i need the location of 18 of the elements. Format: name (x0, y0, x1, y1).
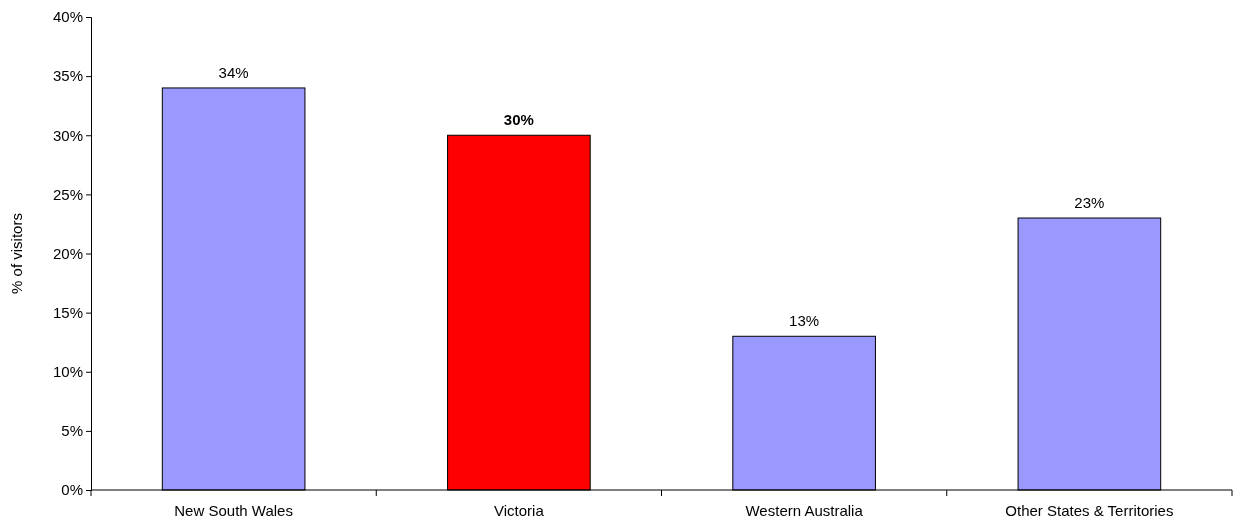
data-label: 13% (789, 312, 820, 330)
y-tick-label: 0% (61, 481, 83, 499)
y-tick-label: 20% (52, 244, 83, 262)
data-label: 34% (218, 63, 249, 81)
x-tick-label: Western Australia (745, 502, 864, 519)
y-tick-label: 25% (52, 185, 83, 203)
x-tick-label: Victoria (494, 502, 545, 519)
y-tick-label: 40% (52, 8, 83, 26)
y-tick-label: 5% (61, 422, 83, 440)
x-tick-label: New South Wales (174, 502, 293, 519)
y-tick-label: 30% (52, 126, 83, 144)
y-tick-label: 35% (52, 67, 83, 85)
x-tick-label: Other States & Territories (1005, 502, 1174, 519)
y-axis-title: % of visitors (8, 213, 25, 294)
y-tick-label: 15% (52, 303, 83, 321)
data-label: 30% (503, 111, 534, 129)
data-label: 23% (1074, 194, 1105, 212)
y-tick-label: 10% (52, 363, 83, 381)
